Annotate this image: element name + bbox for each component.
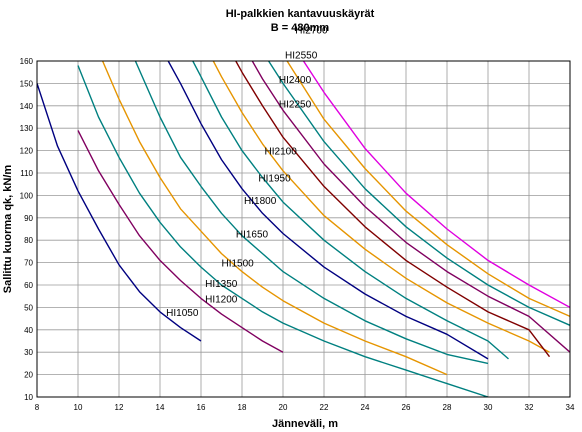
x-tick-label: 18 [238,403,247,412]
y-tick-label: 160 [20,57,34,66]
x-tick-label: 26 [402,403,411,412]
series-label-hi1050: HI1050 [166,308,199,319]
chart-title: HI-palkkien kantavuuskäyrät [226,8,375,20]
series-label-hi1350: HI1350 [205,279,238,290]
x-tick-label: 8 [35,403,40,412]
series-label-hi2100: HI2100 [265,147,298,158]
y-tick-label: 100 [20,191,34,200]
x-tick-label: 24 [361,403,370,412]
y-tick-label: 40 [24,326,33,335]
x-tick-label: 32 [525,403,534,412]
y-tick-label: 10 [24,393,33,402]
series-line-hi1500 [101,61,448,376]
series-line-hi2550 [268,61,570,326]
chart-subtitle: B = 480mm [271,22,330,34]
series-labels: HI1050 HI1200 HI1350 HI1500 HI1650 HI1800 HI19… [166,26,328,319]
x-tick-label: 22 [320,403,329,412]
series-line-hi1350 [77,65,489,397]
x-tick-label: 14 [156,403,165,412]
x-tick-label: 12 [115,403,124,412]
y-tick-label: 130 [20,124,34,133]
series-line-hi1800 [167,61,489,360]
y-tick-label: 140 [20,102,34,111]
series-label-hi2250: HI2250 [279,100,312,111]
series-label-hi2700: HI2700 [295,26,328,37]
series-line-hi1200 [77,130,284,353]
x-tick-label: 16 [197,403,206,412]
y-tick-label: 30 [24,348,33,357]
series-line-hi2400 [251,61,570,353]
series-line-hi1650 [134,61,489,365]
series-label-hi1800: HI1800 [244,196,277,207]
y-tick-label: 60 [24,281,33,290]
y-tick-label: 20 [24,371,33,380]
series-line-hi1950 [192,61,509,360]
series-label-hi2400: HI2400 [279,75,312,86]
series-line-hi2100 [212,61,550,353]
x-tick-label: 20 [279,403,288,412]
x-tick-label: 34 [566,403,575,412]
y-tick-label: 90 [24,214,33,223]
x-axis-label: Jänneväli, m [272,418,338,430]
series-line-unlabeled [302,61,570,309]
y-tick-label: 110 [20,169,33,178]
series-line-hi1050 [37,83,202,342]
y-tick-label: 150 [20,79,34,88]
series-label-hi1650: HI1650 [236,229,269,240]
y-axis-label: Sallittu kuorma qk, kN/m [2,165,14,294]
x-tick-label: 10 [74,403,83,412]
plot-area-border [36,60,571,398]
x-axis-ticks: 8 10 12 14 16 18 20 22 24 26 28 30 32 34 [35,403,575,412]
series-label-hi1200: HI1200 [205,294,238,305]
series-label-hi2550: HI2550 [285,50,318,61]
series-line-hi2700 [286,61,570,318]
series-label-hi1500: HI1500 [222,259,255,270]
series-label-hi1950: HI1950 [258,173,291,184]
y-axis-ticks: 10 20 30 40 50 60 70 80 90 100 110 120 130 140 150 160 [20,57,34,402]
y-tick-label: 70 [24,259,33,268]
x-tick-label: 28 [443,403,452,412]
y-tick-label: 80 [24,236,33,245]
y-tick-label: 50 [24,303,33,312]
x-tick-label: 30 [484,403,493,412]
series-lines [37,61,570,397]
series-line-hi2250 [235,61,551,358]
y-tick-label: 120 [20,147,34,156]
